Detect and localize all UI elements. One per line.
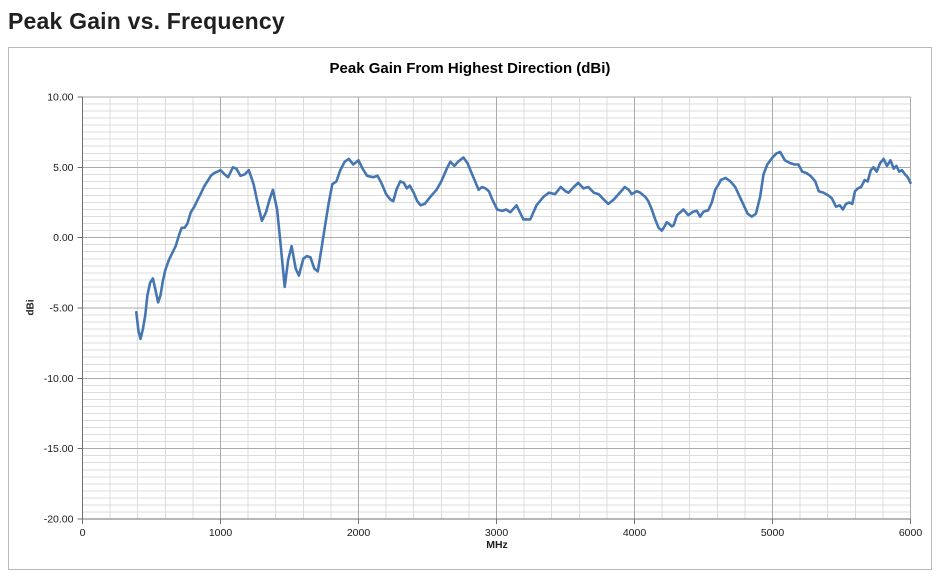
chart-svg: 10.00 5.00 0.00 -5.00 -10.00 -15.00 -20.00 0 100… [44, 92, 923, 540]
x-tick-label: 5000 [761, 527, 785, 539]
x-tick-label: 0 [80, 527, 86, 539]
chart-container: 10.00 5.00 0.00 -5.00 -10.00 -15.00 -20.00 0 100… [8, 47, 932, 570]
y-tick-label: 5.00 [53, 162, 74, 174]
y-tick-label: -20.00 [44, 514, 74, 526]
y-tick-label: 0.00 [53, 232, 74, 244]
chart-title: Peak Gain From Highest Direction (dBi) [329, 60, 611, 77]
x-tick-label: 4000 [623, 527, 647, 539]
y-tick-label: -10.00 [44, 373, 74, 385]
page-title: Peak Gain vs. Frequency [8, 8, 285, 34]
y-tick-label: 10.00 [47, 92, 73, 104]
axes [77, 96, 911, 524]
tick-labels: 10.00 5.00 0.00 -5.00 -10.00 -15.00 -20.00 0 100… [44, 92, 923, 540]
y-axis-title: dBi [25, 299, 37, 316]
x-tick-label: 1000 [209, 527, 233, 539]
x-tick-label: 2000 [347, 527, 371, 539]
series-line [135, 150, 912, 341]
x-tick-label: 6000 [899, 527, 923, 539]
major-gridlines [82, 96, 911, 520]
x-axis-title: MHz [486, 539, 508, 551]
y-tick-label: -15.00 [44, 443, 74, 455]
y-tick-label: -5.00 [50, 303, 74, 315]
x-tick-label: 3000 [485, 527, 509, 539]
